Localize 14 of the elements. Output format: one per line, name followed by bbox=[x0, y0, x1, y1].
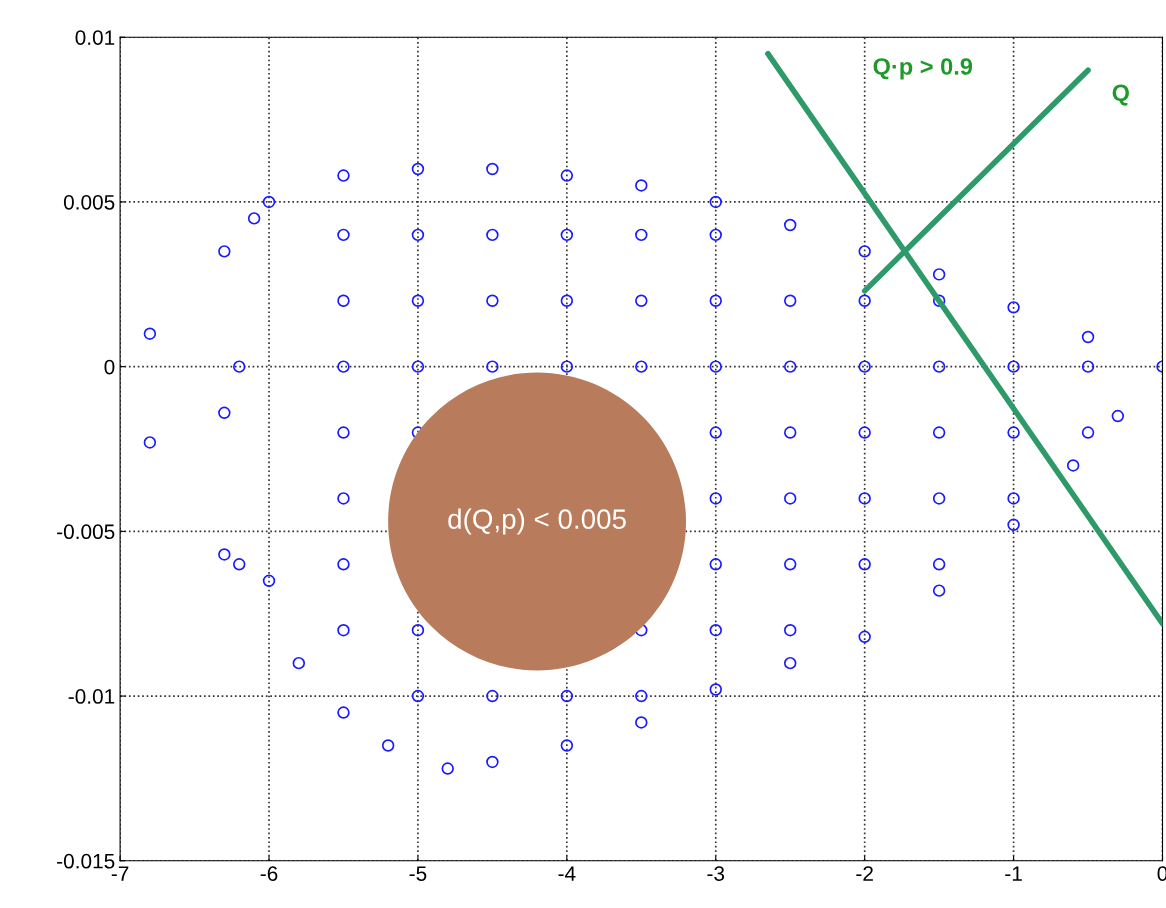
x-tick-label: -3 bbox=[707, 866, 725, 881]
x-tick-label: -5 bbox=[409, 866, 427, 881]
annotation: d(Q,p) < 0.005 bbox=[448, 508, 626, 535]
y-tick-label: 0.005 bbox=[63, 194, 115, 210]
annotation: Q bbox=[1112, 84, 1129, 106]
x-tick-label: -6 bbox=[260, 866, 278, 881]
x-tick-label: -1 bbox=[1005, 866, 1022, 881]
y-tick-label: 0.01 bbox=[75, 30, 115, 45]
y-tick-label: -0.005 bbox=[57, 524, 115, 540]
y-tick-label: 0 bbox=[104, 359, 115, 375]
annotation: Q·p > 0.9 bbox=[873, 58, 973, 80]
y-tick-label: -0.01 bbox=[68, 689, 115, 704]
x-tick-label: -2 bbox=[856, 866, 873, 881]
x-tick-label: -4 bbox=[558, 866, 576, 881]
